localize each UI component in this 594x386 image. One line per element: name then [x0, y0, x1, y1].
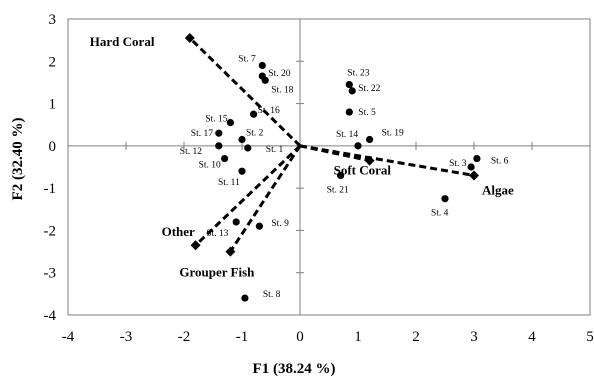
- station-point: [250, 110, 258, 118]
- station-label: St. 12: [180, 147, 202, 157]
- station-label: St. 5: [358, 108, 376, 118]
- vector-line: [188, 36, 302, 147]
- station-point: [345, 108, 353, 116]
- station-label: St. 19: [382, 129, 404, 139]
- vector-line: [299, 144, 475, 177]
- station-label: St. 14: [336, 130, 358, 140]
- vector-line: [299, 144, 370, 163]
- station-point: [215, 142, 223, 150]
- y-tick-label: -3: [44, 266, 57, 282]
- station-point: [337, 171, 345, 180]
- station-label: St. 18: [271, 85, 293, 95]
- station-point: [441, 195, 449, 203]
- station-label: St. 13: [206, 229, 228, 239]
- station-point: [473, 154, 481, 163]
- station-point: [354, 142, 362, 150]
- station-label: St. 17: [191, 129, 213, 139]
- vector-head: [184, 33, 195, 44]
- station-label: St. 4: [431, 209, 449, 219]
- station-point: [366, 135, 374, 144]
- station-label: St. 23: [347, 69, 369, 79]
- x-tick-label: -4: [62, 329, 75, 345]
- x-tick-label: 5: [586, 329, 594, 345]
- station-point: [345, 80, 353, 89]
- x-tick-label: -2: [178, 329, 191, 345]
- station-point: [241, 294, 249, 302]
- y-tick-label: -4: [44, 308, 57, 324]
- station-label: St. 8: [263, 290, 281, 300]
- vector-head: [364, 155, 375, 166]
- station-label: St. 11: [218, 178, 240, 188]
- station-label: St. 21: [327, 185, 349, 195]
- y-tick-label: 3: [49, 12, 57, 28]
- station-point: [255, 222, 263, 230]
- station-label: St. 16: [258, 106, 280, 116]
- station-point: [348, 87, 356, 95]
- y-tick-label: 1: [49, 97, 57, 113]
- station-point: [261, 76, 269, 84]
- vector-line: [229, 145, 302, 253]
- station-point: [238, 167, 246, 175]
- station-label: St. 6: [491, 157, 509, 167]
- station-label: St. 10: [199, 161, 221, 171]
- vector-label: Hard Coral: [90, 34, 155, 49]
- station-point: [226, 119, 234, 127]
- station-point: [232, 218, 240, 226]
- x-tick-label: -1: [236, 329, 249, 345]
- x-tick-label: 3: [470, 329, 478, 345]
- station-point: [244, 144, 252, 152]
- station-point: [467, 163, 475, 171]
- y-axis-title: F2 (32.40 %): [10, 118, 26, 201]
- station-label: St. 1: [266, 145, 284, 155]
- y-tick-label: 0: [49, 139, 57, 155]
- station-label: St. 20: [268, 69, 290, 79]
- vector-label: Algae: [482, 182, 514, 197]
- x-tick-label: 1: [354, 329, 362, 345]
- station-point: [221, 154, 229, 163]
- vector-head: [469, 170, 479, 181]
- x-tick-label: 0: [296, 329, 304, 345]
- vector-head: [190, 240, 201, 251]
- y-tick-label: -2: [44, 223, 57, 239]
- y-tick-label: -1: [44, 181, 57, 197]
- x-tick-label: 4: [528, 329, 536, 345]
- x-tick-label: 2: [412, 329, 420, 345]
- station-point: [215, 129, 223, 137]
- station-point: [238, 135, 246, 144]
- station-label: St. 15: [205, 115, 227, 125]
- station-label: St. 7: [238, 55, 256, 65]
- station-label: St. 3: [449, 159, 467, 169]
- vector-head: [225, 246, 236, 257]
- vector-line: [194, 144, 302, 247]
- plot-frame: [67, 18, 591, 316]
- vector-label: Grouper Fish: [179, 265, 255, 280]
- vector-label: Other: [162, 224, 195, 239]
- x-tick-label: -3: [120, 329, 133, 345]
- station-label: St. 2: [246, 129, 264, 139]
- vector-label: Soft Coral: [334, 163, 392, 178]
- station-point: [258, 61, 266, 70]
- x-axis-title: F1 (38.24 %): [253, 361, 336, 377]
- station-label: St. 9: [271, 219, 289, 229]
- y-tick-label: 2: [49, 54, 57, 70]
- station-label: St. 22: [358, 84, 380, 94]
